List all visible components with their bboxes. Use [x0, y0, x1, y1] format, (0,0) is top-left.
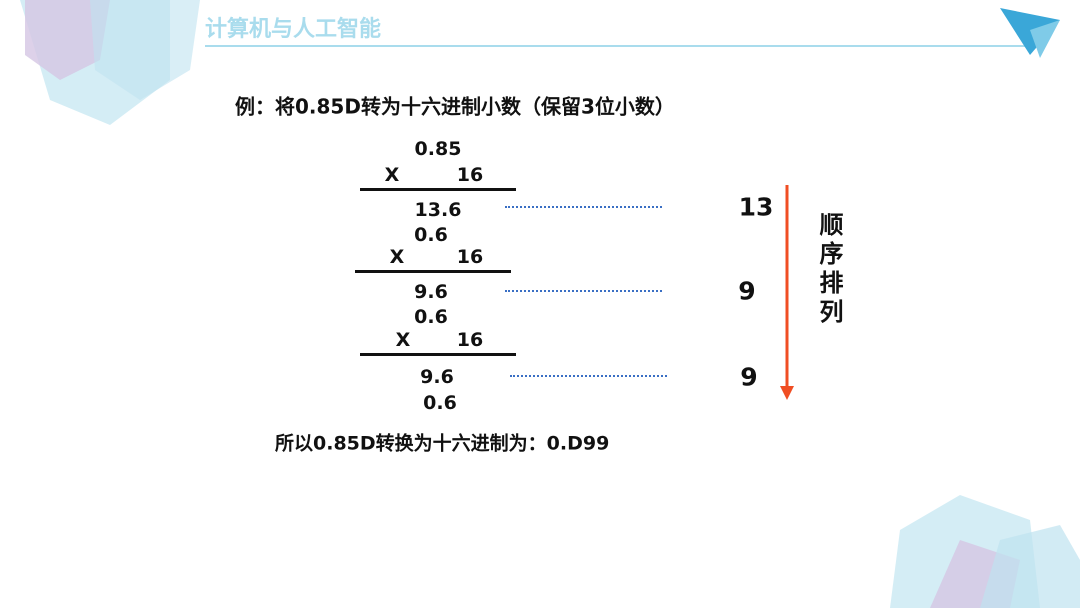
remainder: 0.6 [423, 392, 457, 414]
operator: X [389, 246, 405, 268]
operator: X [395, 329, 411, 351]
header-title: 计算机与人工智能 [205, 17, 382, 42]
multiplier: 16 [456, 329, 484, 351]
product: 9.6 [414, 281, 448, 303]
rule [360, 353, 516, 356]
multiplier: 16 [456, 246, 484, 268]
multiplicand: 0.85 [414, 138, 462, 160]
operator: X [384, 164, 400, 186]
product: 13.6 [414, 199, 462, 221]
rule [360, 188, 516, 191]
rule [355, 270, 511, 273]
leader [510, 375, 667, 377]
digit: 13 [738, 192, 774, 222]
leader [505, 206, 662, 208]
example: 例：将0.85D转为十六进制小数（保留3位小数） [235, 94, 675, 119]
conclusion: 所以0.85D转换为十六进制为：0.D99 [275, 432, 610, 455]
digit: 9 [740, 362, 758, 392]
multiplier: 16 [456, 164, 484, 186]
order-label: 顺序排列 [815, 212, 843, 328]
digit: 9 [738, 276, 756, 306]
product: 9.6 [420, 366, 454, 388]
multiplicand: 0.6 [414, 306, 448, 328]
leader [505, 290, 662, 292]
multiplicand: 0.6 [414, 224, 448, 246]
